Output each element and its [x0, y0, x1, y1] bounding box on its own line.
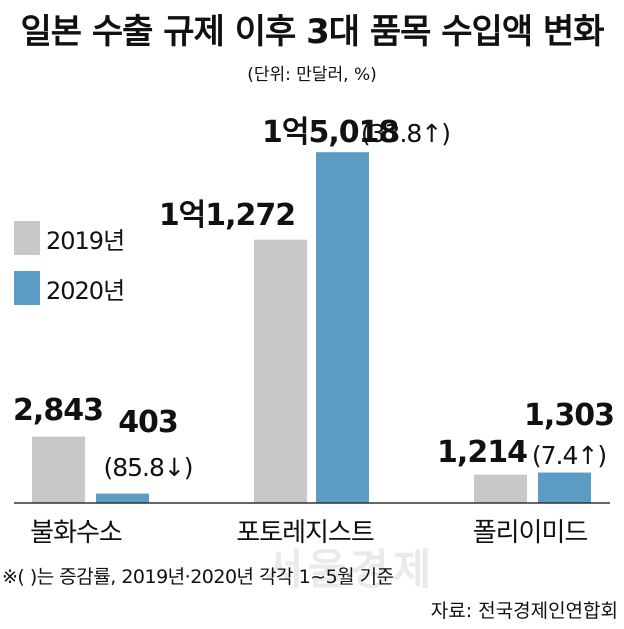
- footnote: ※( )는 증감률, 2019년·2020년 각각 1~5월 기준: [2, 566, 394, 588]
- value-label-photoresist-2019: 1억1,272: [159, 198, 295, 233]
- value-label-polyimide-2019: 1,214: [437, 435, 527, 470]
- category-label-polyimide: 폴리이미드: [473, 518, 588, 548]
- change-label-hydrogen-fluoride: (85.8↓): [103, 453, 192, 482]
- legend-swatch-2020: [14, 271, 40, 305]
- chart-title: 일본 수출 규제 이후 3대 품목 수입액 변화: [20, 12, 605, 52]
- unit-label: (단위: 만달러, %): [247, 65, 377, 85]
- watermark: 서울경제: [264, 545, 436, 594]
- legend-swatch-2019: [14, 221, 40, 255]
- legend-label-2020: 2020년: [46, 276, 125, 305]
- bar-polyimide-2019: [474, 474, 527, 503]
- value-label-hydrogen-fluoride-2020: 403: [118, 405, 178, 440]
- bar-photoresist-2020: [316, 152, 369, 504]
- bar-photoresist-2019: [254, 239, 307, 503]
- source-note: 자료: 전국경제인연합회: [430, 600, 618, 622]
- legend-item-2020: 2020년: [14, 268, 125, 308]
- change-label-photoresist: (33.8↑): [361, 119, 450, 148]
- bar-hydrogen-fluoride-2019: [32, 436, 85, 503]
- value-label-photoresist-2020: 1억5,018: [262, 115, 398, 150]
- category-label-photoresist: 포토레지스트: [236, 518, 374, 548]
- legend-item-2019: 2019년: [14, 218, 125, 258]
- change-label-polyimide: (7.4↑): [532, 441, 606, 470]
- bar-hydrogen-fluoride-2020: [96, 493, 149, 503]
- value-label-polyimide-2020: 1,303: [524, 398, 614, 433]
- category-label-hydrogen-fluoride: 불화수소: [30, 518, 122, 548]
- bar-polyimide-2020: [538, 472, 591, 503]
- legend-label-2019: 2019년: [46, 226, 125, 255]
- value-label-hydrogen-fluoride-2019: 2,843: [13, 393, 103, 428]
